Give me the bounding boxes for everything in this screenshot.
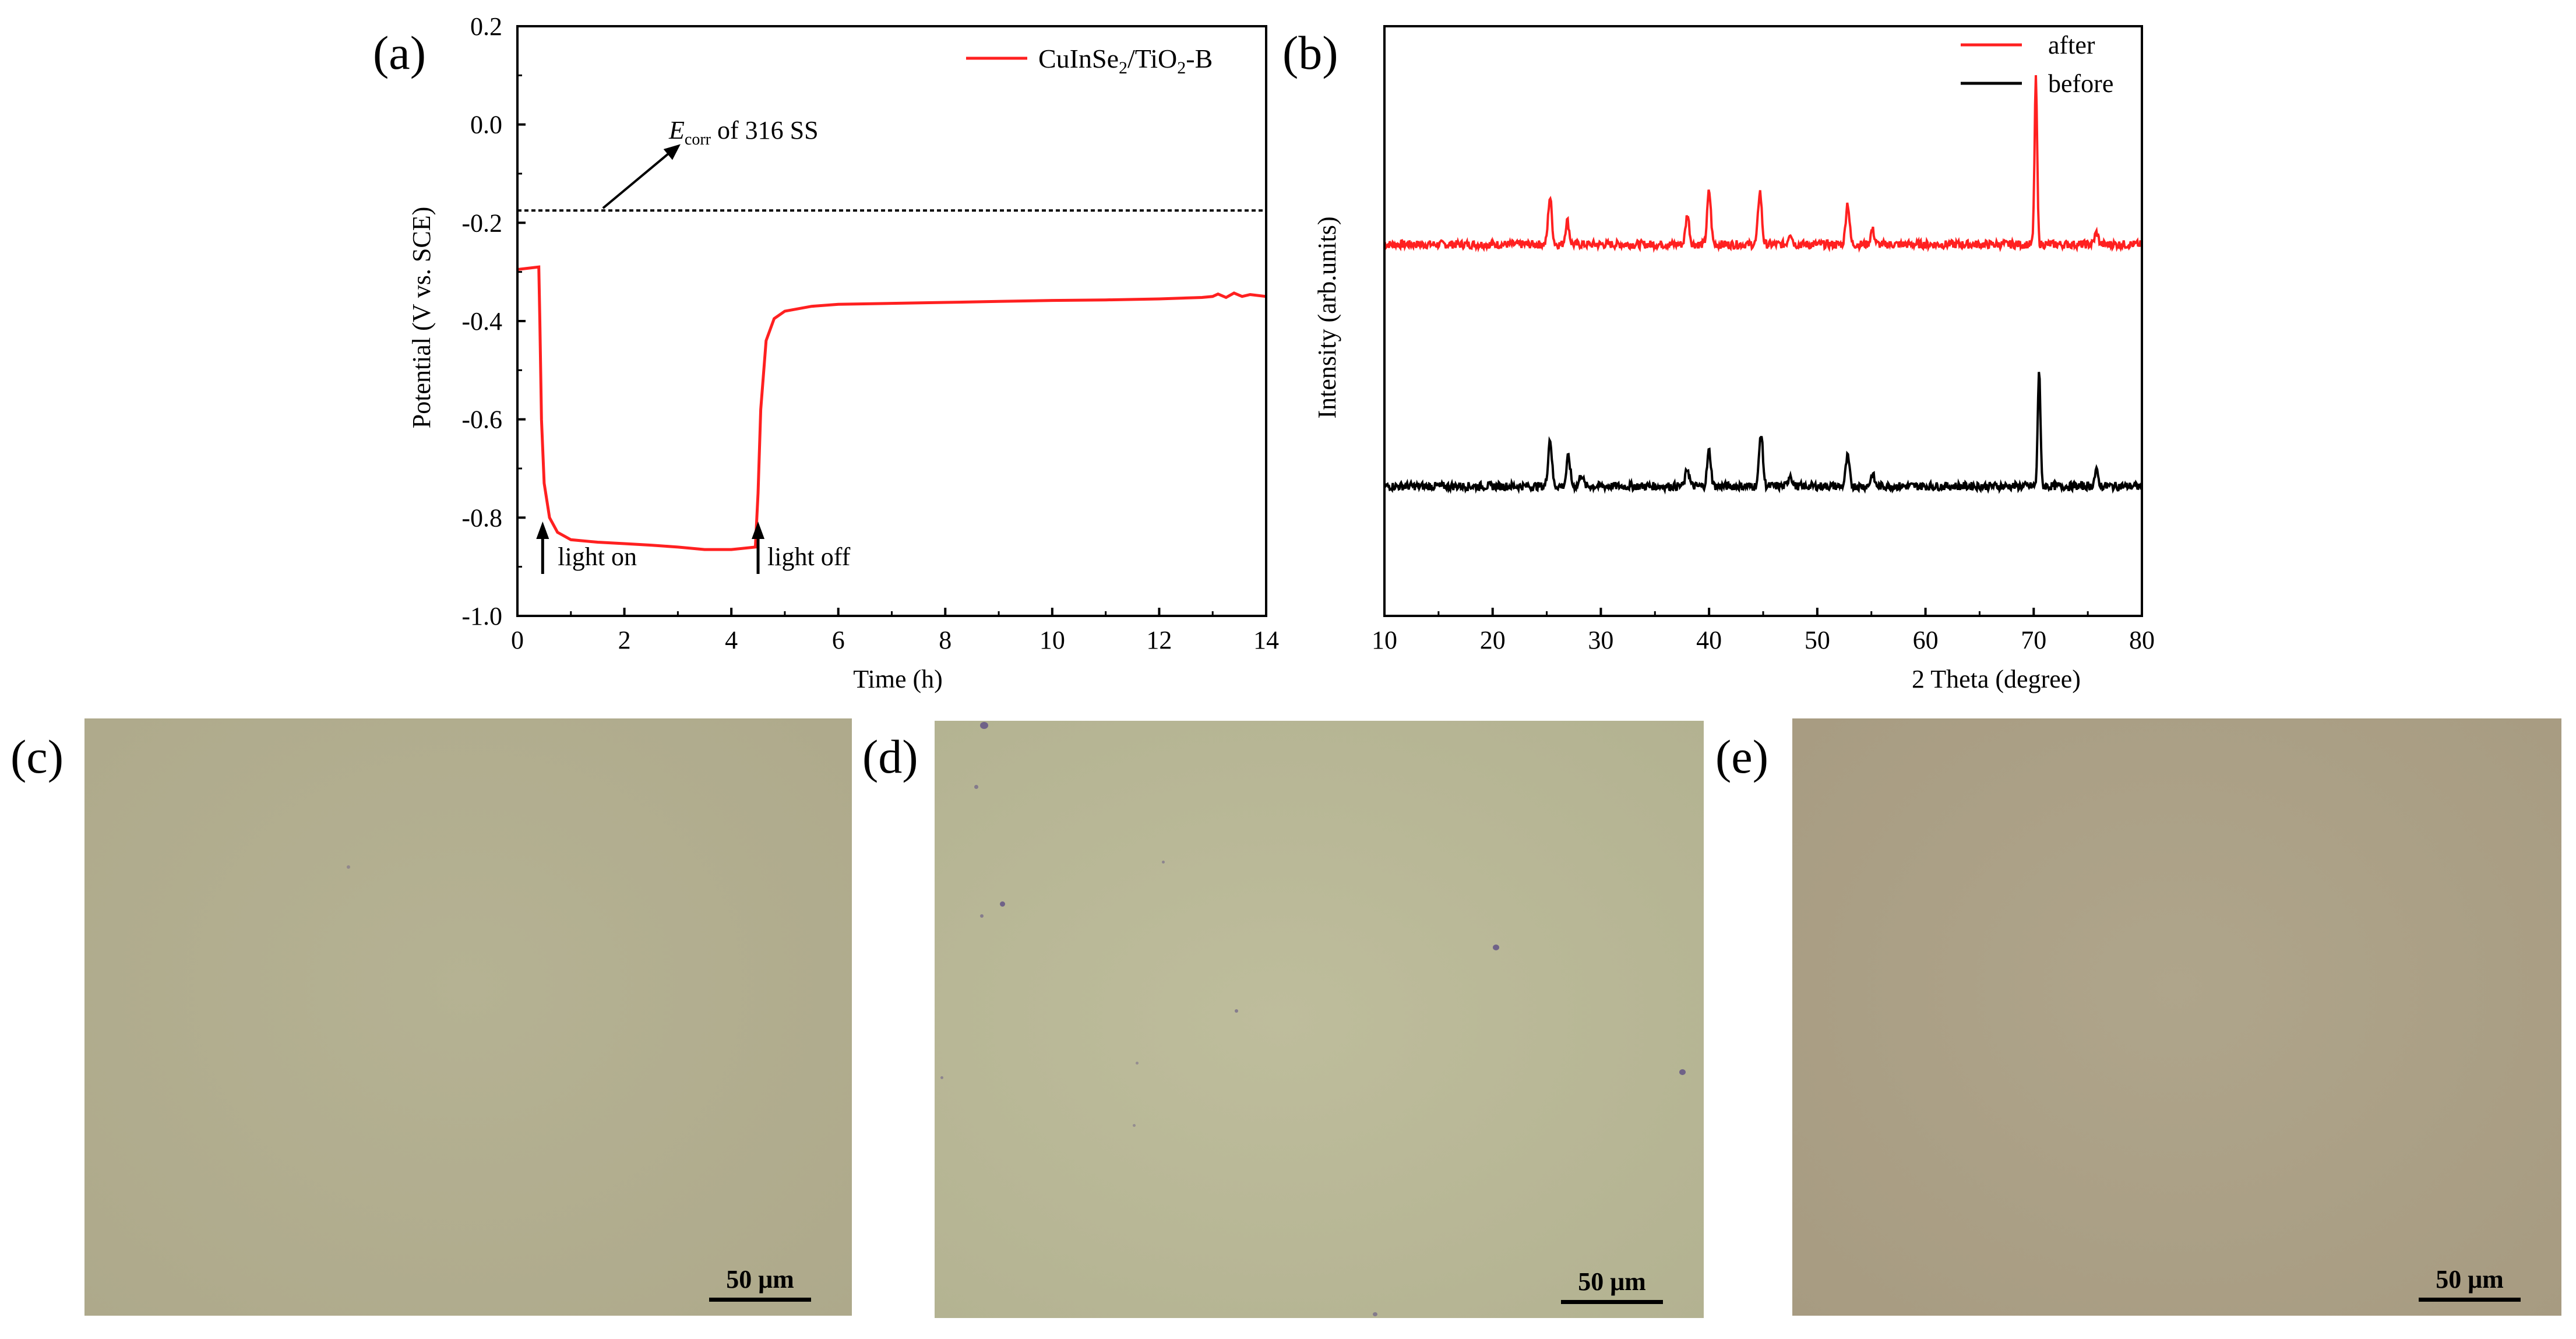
speck: [980, 914, 984, 918]
scale-label-d: 50 μm: [1578, 1267, 1646, 1296]
x-tick-label: 80: [2129, 626, 2155, 654]
speck: [1373, 1312, 1377, 1316]
speck: [1162, 861, 1165, 864]
plot-frame-b: [1383, 25, 2143, 617]
annotation-arrowhead: [536, 521, 549, 539]
annotation-label: light off: [767, 542, 851, 571]
y-axis-label-b: Intensity (arb.units): [1313, 216, 1341, 418]
plot-frame-a: [516, 25, 1267, 617]
reference-label-sub: corr: [685, 131, 711, 149]
x-tick-label: 0: [511, 626, 524, 654]
x-tick-label: 70: [2021, 626, 2046, 654]
panel-a-label: (a): [373, 26, 426, 79]
x-tick-label: 30: [1588, 626, 1613, 654]
panel-e-label: (e): [1715, 730, 1769, 783]
y-axis-title: Potential (V vs. SCE): [407, 207, 436, 429]
legend-label: CuInSe2/TiO2-B: [1038, 44, 1213, 77]
x-tick-label: 10: [1372, 626, 1397, 654]
x-axis-label-b: 2 Theta (degree): [1912, 665, 2081, 693]
x-tick-label: 4: [725, 626, 738, 654]
reference-arrow: [602, 148, 675, 209]
micrograph-e: 50 μm: [1792, 718, 2561, 1316]
chart-b: (b) Intensity (arb.units) 2 Theta (degre…: [1282, 25, 2155, 693]
y-tick-label: -0.2: [461, 209, 502, 237]
x-tick-label: 8: [939, 626, 952, 654]
x-axis-label: Time (h): [853, 665, 943, 693]
x-tick-label: 40: [1696, 626, 1722, 654]
y-tick-label: 0.2: [470, 12, 502, 41]
x-tick-label: 2: [618, 626, 631, 654]
scale-line-d: [1561, 1300, 1663, 1304]
reference-arrow-head: [663, 144, 681, 160]
series-before: [1383, 372, 2143, 495]
y-tick-label: -1.0: [461, 602, 502, 630]
legend-label-after: after: [2048, 31, 2095, 59]
micrograph-c: 50 μm: [84, 718, 852, 1316]
annotation-label: light on: [558, 542, 637, 571]
scale-line-c: [709, 1298, 811, 1302]
y-tick-label: -0.8: [461, 503, 502, 532]
speck: [940, 1076, 943, 1079]
potential-curve: [517, 265, 1267, 551]
chart-a: (a) Potential (V vs. SCE) Time (h) 0 2 4 6 8…: [373, 12, 1279, 693]
x-tick-label: 6: [832, 626, 845, 654]
y-tick-label: -0.6: [461, 406, 502, 434]
y-tick-label: 0.0: [470, 111, 502, 139]
speck: [1235, 1009, 1238, 1013]
panel-d-label: (d): [862, 730, 918, 783]
x-tick-label: 50: [1805, 626, 1830, 654]
y-axis-title-b: Intensity (arb.units): [1313, 216, 1341, 418]
reference-label-e: E: [668, 116, 685, 145]
micrograph-d: 50 μm: [935, 721, 1704, 1318]
scale-label-e: 50 μm: [2436, 1265, 2504, 1294]
speck: [1000, 901, 1005, 907]
scale-bar-e: 50 μm: [2419, 1264, 2521, 1302]
x-tick-label: 20: [1480, 626, 1506, 654]
x-tick-label: 60: [1913, 626, 1939, 654]
x-tick-label: 12: [1146, 626, 1172, 654]
speck: [980, 722, 988, 729]
speck: [974, 785, 978, 789]
scale-label-c: 50 μm: [726, 1265, 794, 1294]
speck: [1133, 1124, 1136, 1127]
reference-label: Ecorr of 316 SS: [668, 116, 819, 149]
scale-line-e: [2419, 1298, 2521, 1302]
x-tick-label: 10: [1039, 626, 1065, 654]
y-tick-label: -0.4: [461, 307, 502, 336]
speck: [1679, 1069, 1686, 1075]
legend-label-before: before: [2048, 69, 2113, 98]
legend-b: after before: [1961, 31, 2113, 98]
reference-label-rest: of 316 SS: [711, 116, 819, 145]
panel-b-label: (b): [1282, 26, 1338, 79]
panel-c-label: (c): [10, 730, 64, 783]
scale-bar-d: 50 μm: [1561, 1267, 1663, 1304]
y-axis-label: Potential (V vs. SCE): [407, 207, 436, 429]
legend: CuInSe2/TiO2-B: [966, 44, 1213, 77]
series-after: [1383, 75, 2143, 253]
speck: [347, 865, 350, 869]
annotation-arrowhead: [752, 521, 765, 539]
x-tick-label: 14: [1253, 626, 1279, 654]
scale-bar-c: 50 μm: [709, 1264, 811, 1302]
speck: [1493, 945, 1499, 950]
speck: [1136, 1062, 1139, 1065]
